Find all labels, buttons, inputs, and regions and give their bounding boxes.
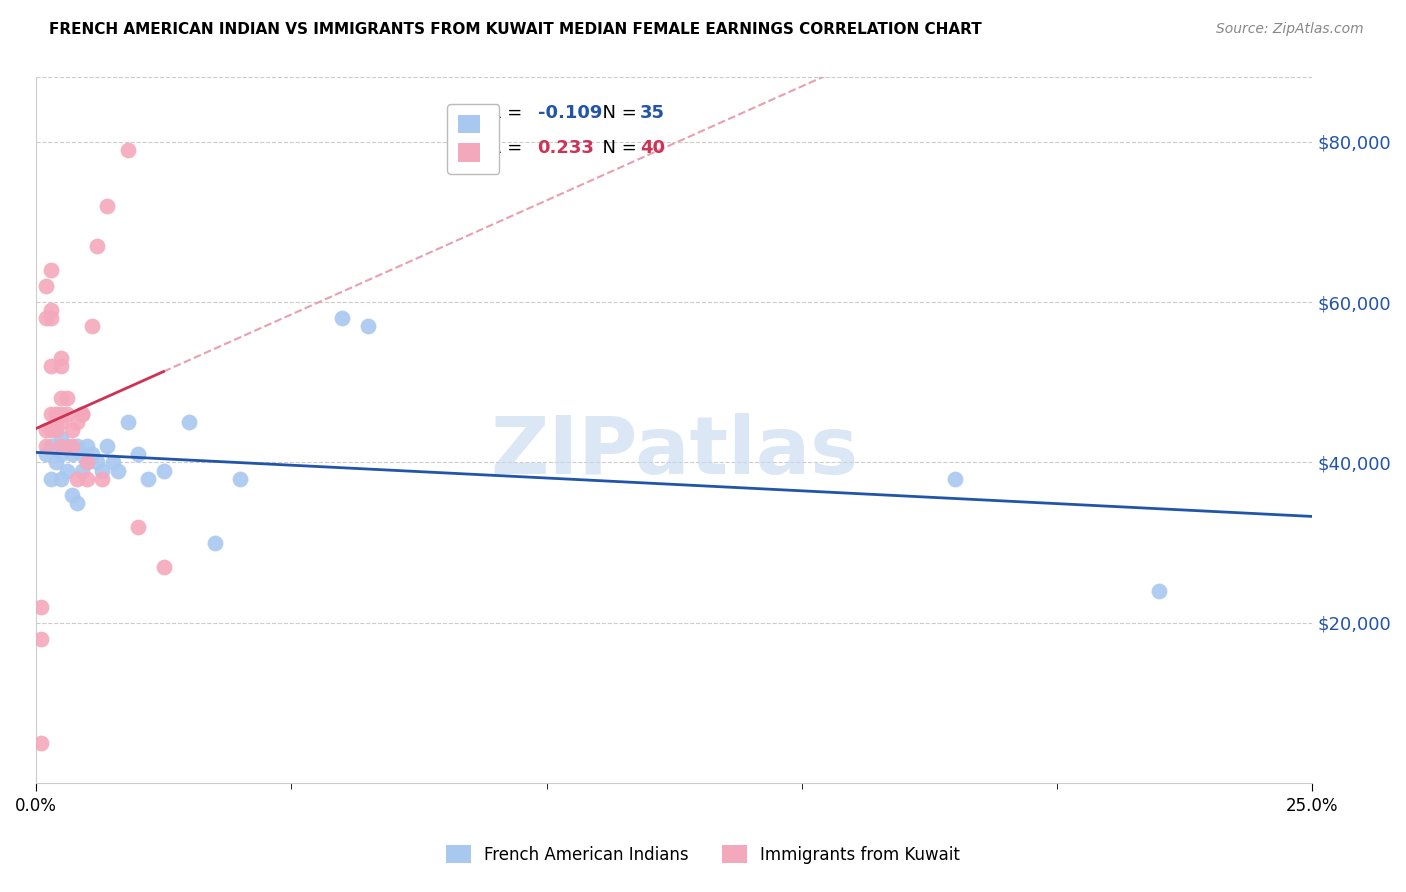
Point (136, 471, 159, 485)
Point (179, 416, 201, 430)
Text: N =: N = (591, 103, 643, 121)
Point (117, 143, 139, 157)
Point (30, 632, 52, 646)
Point (39, 424, 62, 438)
Point (60, 447, 83, 461)
Text: 40: 40 (640, 139, 665, 157)
Point (70, 408, 93, 422)
Point (55, 408, 77, 422)
Text: N =: N = (591, 139, 643, 157)
Point (45, 424, 67, 438)
Point (357, 319, 380, 334)
Text: R =: R = (489, 103, 529, 121)
Point (70, 447, 93, 461)
Point (60, 487, 83, 501)
Text: 35: 35 (640, 103, 665, 121)
Point (55, 392, 77, 406)
Point (39, 408, 62, 422)
Point (107, 463, 129, 477)
Point (152, 463, 174, 477)
Point (51, 432, 73, 446)
Point (943, 471, 966, 485)
Point (51, 351, 73, 366)
Point (70, 463, 93, 477)
Point (51, 447, 73, 461)
Point (82, 447, 104, 461)
Point (60, 424, 83, 438)
Point (66, 416, 89, 430)
Point (82, 319, 104, 334)
Point (35, 311, 58, 326)
Text: R =: R = (489, 139, 529, 157)
Point (51, 440, 73, 454)
Point (66, 495, 89, 509)
Point (35, 447, 58, 461)
Point (39, 471, 62, 485)
Point (70, 408, 93, 422)
Point (330, 311, 353, 326)
Point (39, 359, 62, 374)
Point (39, 303, 62, 318)
Point (30, 599, 52, 614)
Text: Source: ZipAtlas.com: Source: ZipAtlas.com (1216, 22, 1364, 37)
Text: ZIPatlas: ZIPatlas (491, 413, 858, 491)
Point (91, 471, 114, 485)
Point (117, 416, 139, 430)
Point (96, 440, 118, 454)
Point (76, 471, 98, 485)
Point (30, 736, 52, 750)
Point (127, 447, 149, 461)
Point (66, 471, 89, 485)
Point (152, 559, 174, 574)
Point (76, 455, 98, 469)
Point (91, 463, 114, 477)
Point (1147, 583, 1170, 598)
Point (45, 416, 67, 430)
Point (51, 392, 73, 406)
Point (127, 519, 149, 533)
Point (35, 424, 58, 438)
Point (101, 455, 124, 469)
Point (55, 440, 77, 454)
Point (55, 463, 77, 477)
Point (96, 199, 118, 213)
Point (229, 471, 252, 485)
Text: FRENCH AMERICAN INDIAN VS IMMIGRANTS FROM KUWAIT MEDIAN FEMALE EARNINGS CORRELAT: FRENCH AMERICAN INDIAN VS IMMIGRANTS FRO… (49, 22, 981, 37)
Point (66, 440, 89, 454)
Legend: , : , (447, 104, 499, 174)
Point (51, 408, 73, 422)
Point (45, 455, 67, 469)
Point (86, 239, 108, 253)
Point (35, 440, 58, 454)
Point (35, 279, 58, 293)
Point (86, 455, 108, 469)
Legend: French American Indians, Immigrants from Kuwait: French American Indians, Immigrants from… (439, 838, 967, 871)
Point (51, 416, 73, 430)
Point (60, 440, 83, 454)
Point (39, 311, 62, 326)
Point (76, 440, 98, 454)
Point (51, 359, 73, 374)
Point (204, 535, 226, 549)
Point (39, 263, 62, 277)
Point (76, 455, 98, 469)
Text: -0.109: -0.109 (537, 103, 602, 121)
Point (51, 471, 73, 485)
Text: 0.233: 0.233 (537, 139, 595, 157)
Point (39, 440, 62, 454)
Point (45, 408, 67, 422)
